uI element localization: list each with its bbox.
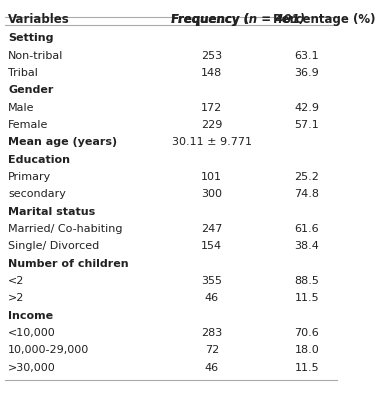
Text: 36.9: 36.9 [295, 68, 319, 78]
Text: 11.5: 11.5 [295, 362, 319, 372]
Text: Setting: Setting [8, 33, 54, 43]
Text: 74.8: 74.8 [295, 189, 319, 199]
Text: 355: 355 [201, 276, 222, 286]
Text: 42.9: 42.9 [295, 102, 319, 112]
Text: 25.2: 25.2 [295, 172, 319, 182]
Text: 229: 229 [201, 120, 223, 130]
Text: 30.11 ± 9.771: 30.11 ± 9.771 [172, 137, 252, 147]
Text: Non-tribal: Non-tribal [8, 50, 64, 60]
Text: 38.4: 38.4 [295, 241, 319, 251]
Text: 300: 300 [201, 189, 222, 199]
Text: 10,000-29,000: 10,000-29,000 [8, 345, 89, 355]
Text: 172: 172 [201, 102, 223, 112]
Text: Gender: Gender [8, 85, 54, 95]
Text: >2: >2 [8, 293, 25, 303]
Text: Variables: Variables [8, 13, 70, 26]
Text: Marital status: Marital status [8, 206, 95, 216]
Text: Married/ Co-habiting: Married/ Co-habiting [8, 224, 123, 234]
Text: 88.5: 88.5 [295, 276, 319, 286]
Text: 11.5: 11.5 [295, 293, 319, 303]
Text: Female: Female [8, 120, 49, 130]
Text: Income: Income [8, 310, 53, 320]
Text: 46: 46 [205, 362, 219, 372]
Text: 72: 72 [205, 345, 219, 355]
Text: >30,000: >30,000 [8, 362, 56, 372]
Text: 154: 154 [201, 241, 223, 251]
Text: Primary: Primary [8, 172, 52, 182]
Text: 46: 46 [205, 293, 219, 303]
Text: Male: Male [8, 102, 35, 112]
Text: Single/ Divorced: Single/ Divorced [8, 241, 99, 251]
Text: 247: 247 [201, 224, 223, 234]
Text: Percentage (%): Percentage (%) [273, 13, 375, 26]
Text: Frequency (: Frequency ( [171, 13, 249, 26]
Text: 70.6: 70.6 [295, 328, 319, 338]
Text: Frequency (n = 401): Frequency (n = 401) [171, 13, 305, 26]
Text: 57.1: 57.1 [295, 120, 319, 130]
Text: Education: Education [8, 154, 70, 164]
Text: 18.0: 18.0 [295, 345, 319, 355]
Text: Mean age (years): Mean age (years) [8, 137, 117, 147]
Text: secondary: secondary [8, 189, 66, 199]
Text: <10,000: <10,000 [8, 328, 56, 338]
Text: Tribal: Tribal [8, 68, 38, 78]
Text: 253: 253 [201, 50, 223, 60]
Text: 283: 283 [201, 328, 223, 338]
Text: 63.1: 63.1 [295, 50, 319, 60]
Text: 101: 101 [201, 172, 222, 182]
Text: 61.6: 61.6 [295, 224, 319, 234]
Text: <2: <2 [8, 276, 25, 286]
Text: 148: 148 [201, 68, 223, 78]
Text: Number of children: Number of children [8, 258, 129, 268]
